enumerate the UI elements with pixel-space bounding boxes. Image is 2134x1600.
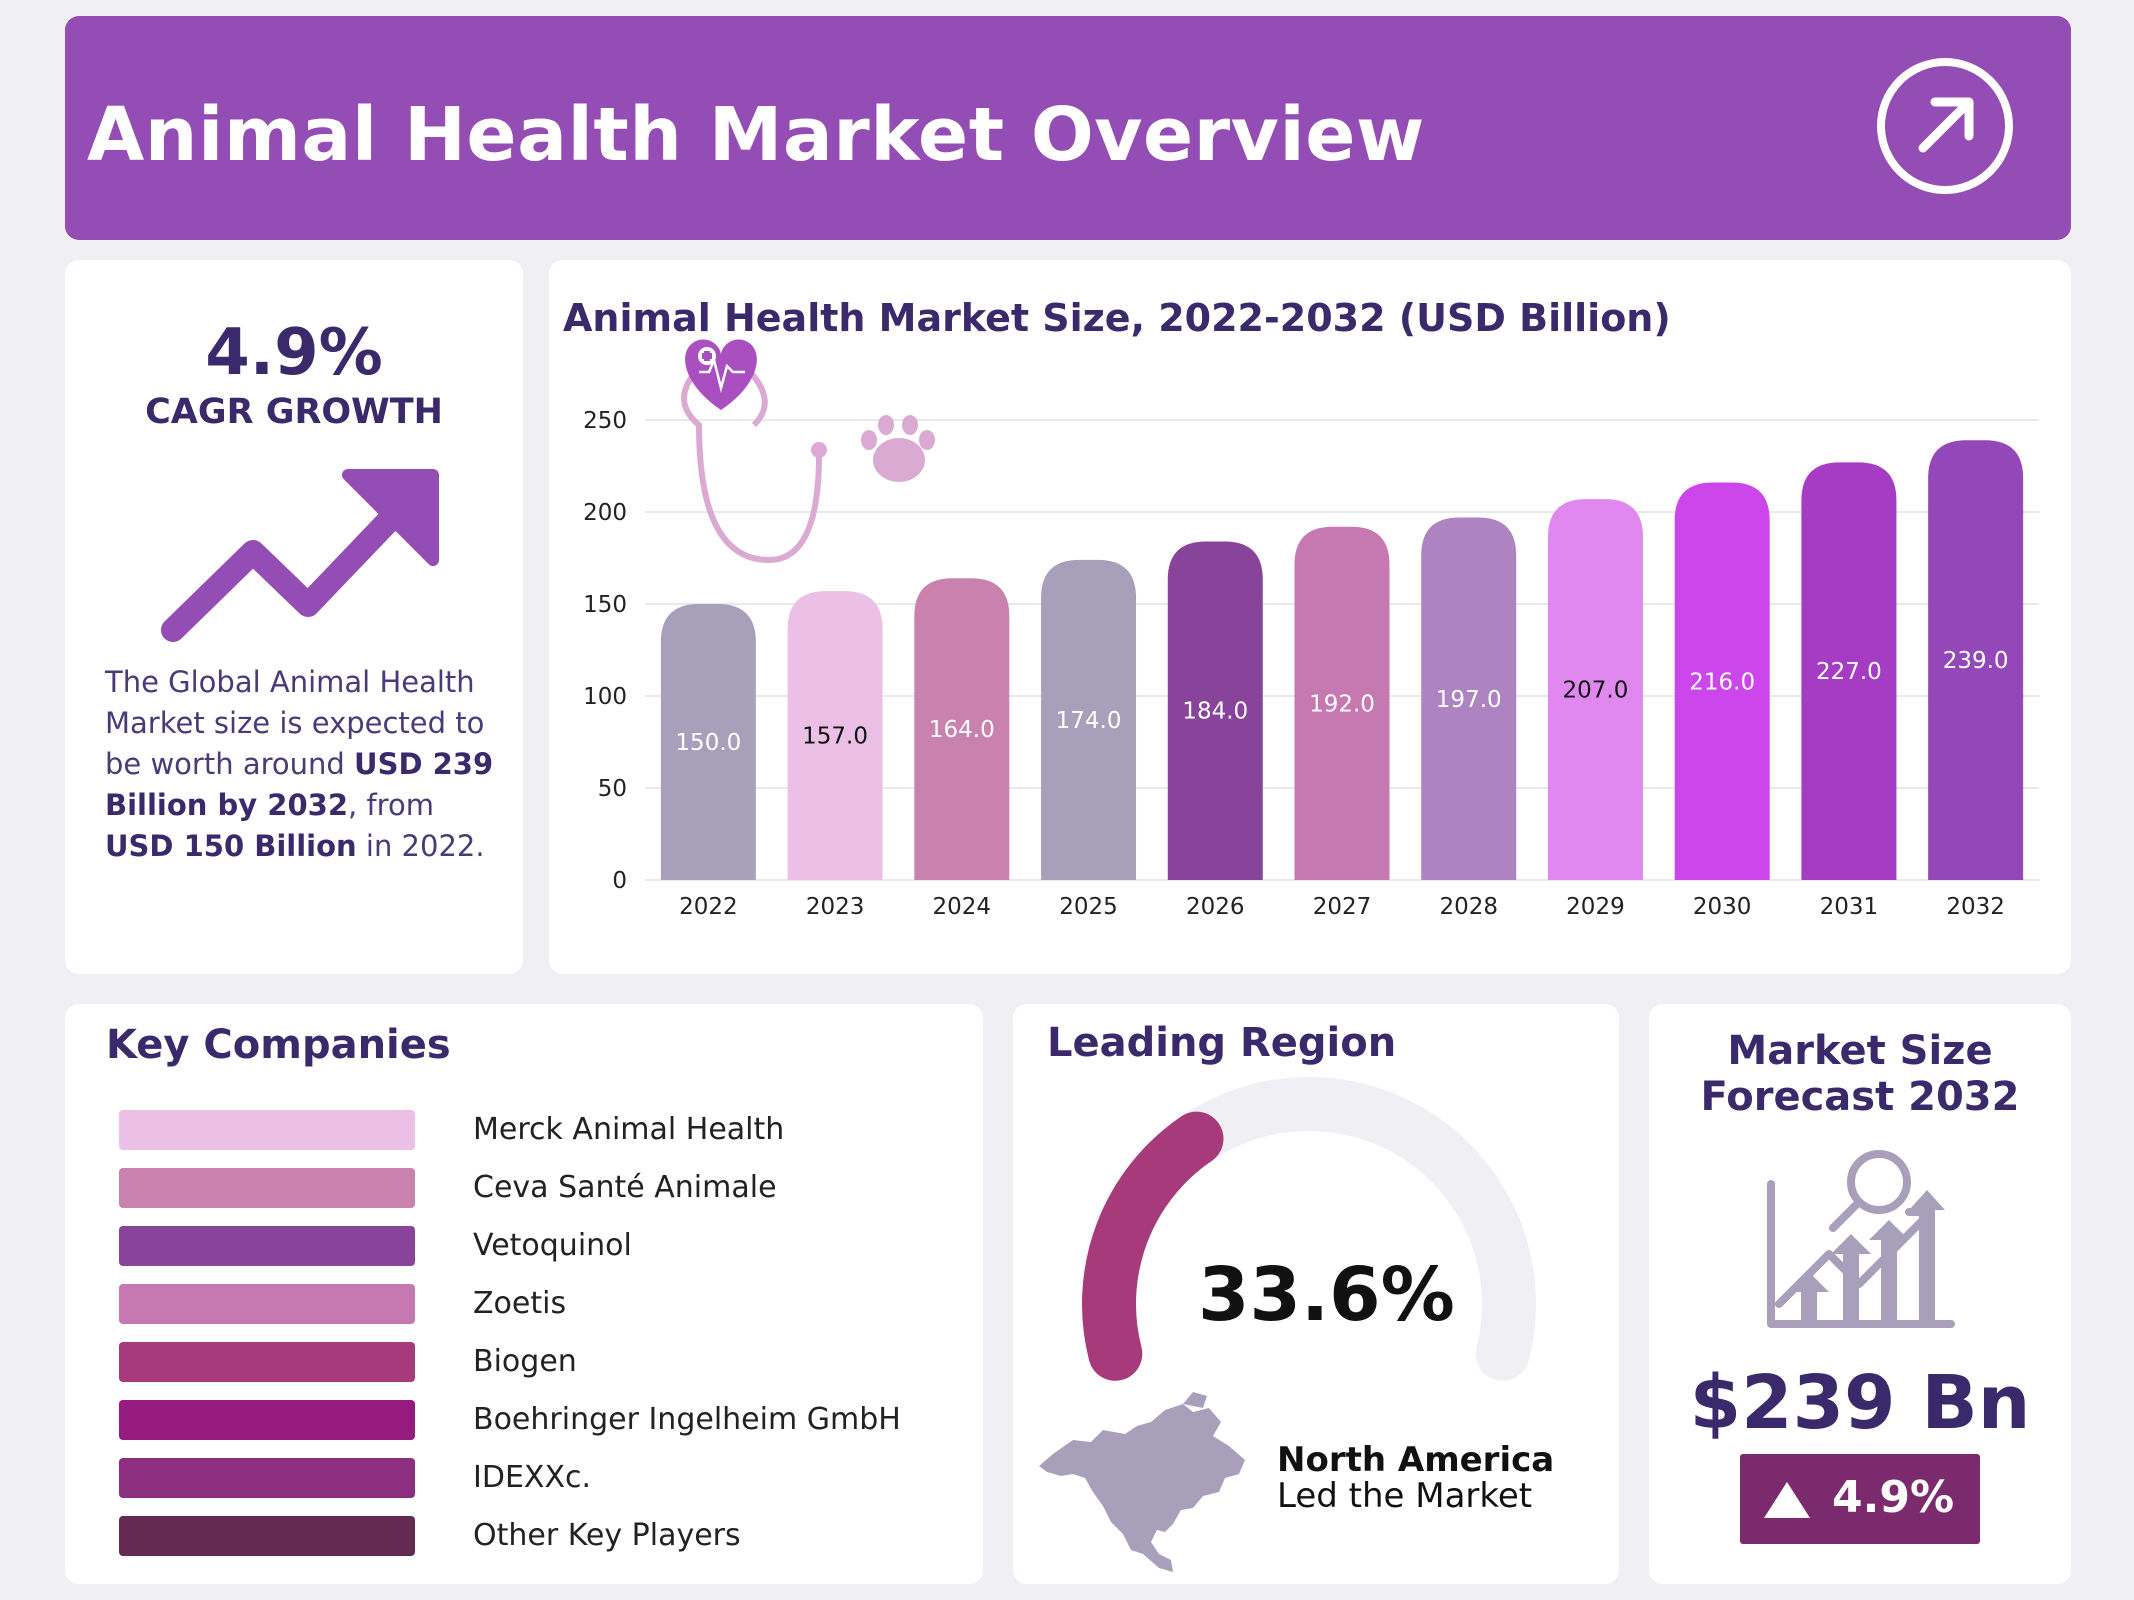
bar-2029 bbox=[1547, 499, 1643, 880]
x-tick-label: 2023 bbox=[806, 894, 865, 920]
bar-value-label: 207.0 bbox=[1563, 678, 1629, 704]
company-color-swatch bbox=[119, 1226, 415, 1266]
company-row: Ceva Santé Animale bbox=[119, 1168, 939, 1208]
company-name: Ceva Santé Animale bbox=[473, 1170, 777, 1205]
x-tick-label: 2030 bbox=[1693, 894, 1752, 920]
company-color-swatch bbox=[119, 1400, 415, 1440]
cagr-label: CAGR GROWTH bbox=[145, 392, 443, 432]
cagr-value: 4.9% bbox=[205, 316, 383, 390]
bar-value-label: 227.0 bbox=[1816, 659, 1882, 685]
y-tick-label: 50 bbox=[598, 776, 627, 802]
stethoscope-heart-icon bbox=[681, 339, 827, 564]
cagr-card: 4.9% CAGR GROWTH The Global Animal Healt… bbox=[65, 260, 523, 974]
market-size-chart-card: Animal Health Market Size, 2022-2032 (US… bbox=[549, 260, 2071, 974]
company-row: Merck Animal Health bbox=[119, 1110, 939, 1150]
paw-print-icon bbox=[861, 415, 935, 482]
x-tick-label: 2031 bbox=[1820, 894, 1879, 920]
key-companies-title: Key Companies bbox=[106, 1022, 451, 1068]
bar-value-label: 174.0 bbox=[1056, 708, 1122, 734]
bar-value-label: 164.0 bbox=[929, 717, 995, 743]
y-tick-label: 0 bbox=[612, 868, 627, 894]
forecast-growth-value: 4.9% bbox=[1832, 1472, 1955, 1523]
page-title: Animal Health Market Overview bbox=[87, 92, 1425, 178]
company-row: Other Key Players bbox=[119, 1516, 939, 1556]
bar-2030 bbox=[1674, 482, 1770, 880]
company-color-swatch bbox=[119, 1516, 415, 1556]
x-tick-label: 2027 bbox=[1313, 894, 1372, 920]
gauge-fill bbox=[1082, 1111, 1224, 1381]
x-tick-label: 2022 bbox=[679, 894, 738, 920]
cagr-desc-text-1: The Global Animal Health Market size is … bbox=[105, 665, 485, 781]
x-tick-label: 2024 bbox=[933, 894, 992, 920]
bar-value-label: 150.0 bbox=[675, 730, 741, 756]
region-name: North America bbox=[1277, 1440, 1555, 1480]
header-banner: Animal Health Market Overview bbox=[65, 16, 2071, 240]
bar-2028 bbox=[1421, 517, 1517, 880]
region-share-gauge bbox=[1082, 1077, 1536, 1381]
trend-up-arrow-icon bbox=[161, 469, 439, 642]
growth-chart-magnifier-icon bbox=[1767, 1150, 1955, 1328]
bar-2031 bbox=[1801, 462, 1897, 880]
triangle-up-icon bbox=[1764, 1482, 1810, 1518]
company-color-swatch bbox=[119, 1168, 415, 1208]
company-name: Vetoquinol bbox=[473, 1228, 632, 1263]
bar-value-label: 239.0 bbox=[1943, 648, 2009, 674]
cagr-desc-text-3: in 2022. bbox=[356, 829, 485, 863]
leading-region-card: Leading Region 33.6% North America Led t… bbox=[1013, 1004, 1619, 1584]
x-tick-label: 2032 bbox=[1946, 894, 2005, 920]
forecast-growth-badge: 4.9% bbox=[1740, 1454, 1980, 1544]
company-color-swatch bbox=[119, 1284, 415, 1324]
bar-2026 bbox=[1167, 541, 1263, 880]
company-row: IDEXXc. bbox=[119, 1458, 939, 1498]
chart-title: Animal Health Market Size, 2022-2032 (US… bbox=[563, 296, 1671, 340]
company-name: Biogen bbox=[473, 1344, 577, 1379]
company-name: IDEXXc. bbox=[473, 1460, 592, 1495]
company-name: Merck Animal Health bbox=[473, 1112, 785, 1147]
x-tick-label: 2028 bbox=[1439, 894, 1498, 920]
north-america-map-icon bbox=[1039, 1392, 1245, 1572]
bar-2025 bbox=[1041, 559, 1137, 880]
bar-value-label: 157.0 bbox=[802, 724, 868, 750]
forecast-title: Market Size Forecast 2032 bbox=[1700, 1028, 2020, 1120]
region-subtitle: Led the Market bbox=[1277, 1476, 1533, 1516]
cagr-description: The Global Animal Health Market size is … bbox=[105, 662, 495, 867]
forecast-card: Market Size Forecast 2032 $239 Bn 4.9% bbox=[1649, 1004, 2071, 1584]
bar-2022 bbox=[660, 604, 756, 880]
company-color-swatch bbox=[119, 1342, 415, 1382]
y-tick-label: 250 bbox=[583, 408, 627, 434]
bar-2032 bbox=[1928, 440, 2024, 880]
bar-value-label: 192.0 bbox=[1309, 691, 1375, 717]
bar-2023 bbox=[787, 591, 883, 880]
bar-value-label: 216.0 bbox=[1689, 669, 1755, 695]
market-size-bar-chart: 0 50 100 150 200 250 150.0 2022 157.0 2023 164.0 20… bbox=[583, 339, 2039, 920]
x-tick-label: 2025 bbox=[1059, 894, 1118, 920]
company-name: Boehringer Ingelheim GmbH bbox=[473, 1402, 901, 1437]
y-tick-label: 150 bbox=[583, 592, 627, 618]
cagr-desc-bold-1: USD 239 Billion by 2032 bbox=[105, 747, 494, 822]
company-row: Vetoquinol bbox=[119, 1226, 939, 1266]
region-share-value: 33.6% bbox=[1198, 1252, 1455, 1338]
y-tick-label: 200 bbox=[583, 500, 627, 526]
forecast-value: $239 Bn bbox=[1689, 1360, 2031, 1446]
arrow-up-right-circle-icon bbox=[1877, 58, 2013, 194]
company-name: Zoetis bbox=[473, 1286, 567, 1321]
company-color-swatch bbox=[119, 1458, 415, 1498]
x-tick-label: 2026 bbox=[1186, 894, 1245, 920]
leading-region-title: Leading Region bbox=[1047, 1020, 1397, 1066]
x-tick-label: 2029 bbox=[1566, 894, 1625, 920]
company-name: Other Key Players bbox=[473, 1518, 741, 1553]
company-row: Zoetis bbox=[119, 1284, 939, 1324]
bar-2027 bbox=[1294, 526, 1390, 880]
cagr-desc-text-2: , from bbox=[348, 788, 434, 822]
y-tick-label: 100 bbox=[583, 684, 627, 710]
key-companies-card: Key Companies Merck Animal Health Ceva Sa… bbox=[65, 1004, 983, 1584]
company-row: Boehringer Ingelheim GmbH bbox=[119, 1400, 939, 1440]
bar-value-label: 197.0 bbox=[1436, 687, 1502, 713]
bar-2024 bbox=[914, 578, 1010, 880]
bar-value-label: 184.0 bbox=[1182, 699, 1248, 725]
company-color-swatch bbox=[119, 1110, 415, 1150]
cagr-desc-bold-2: USD 150 Billion bbox=[105, 829, 357, 863]
company-row: Biogen bbox=[119, 1342, 939, 1382]
